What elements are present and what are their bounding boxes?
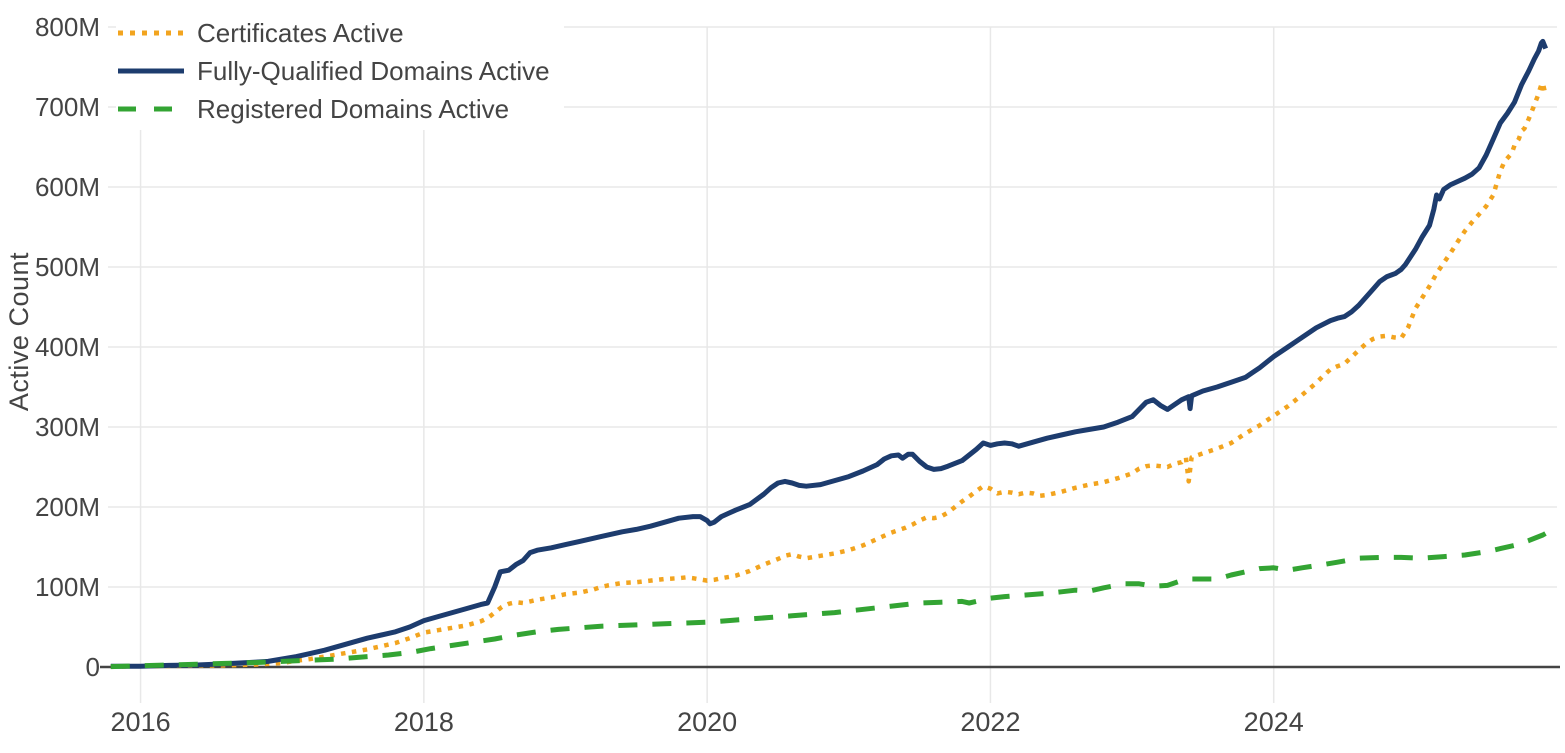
y-tick-label: 500M	[35, 252, 100, 282]
y-tick-label: 800M	[35, 12, 100, 42]
y-tick-label: 0	[86, 652, 100, 682]
y-tick-label: 100M	[35, 572, 100, 602]
y-axis-title: Active Count	[4, 252, 34, 412]
registered-domains-active-line-swatch-icon	[118, 106, 184, 112]
legend-label: Certificates Active	[197, 18, 404, 48]
x-tick-label: 2024	[1244, 707, 1304, 737]
x-tick-label: 2022	[960, 707, 1020, 737]
fqdn-active-line-swatch-icon	[118, 68, 184, 74]
certificates-active-line-swatch-icon	[118, 30, 184, 36]
legend-item-registered-domains-active[interactable]: Registered Domains Active	[118, 90, 550, 128]
y-tick-label: 600M	[35, 172, 100, 202]
y-tick-label: 300M	[35, 412, 100, 442]
y-tick-label: 400M	[35, 332, 100, 362]
x-tick-label: 2016	[111, 707, 171, 737]
legend-item-certificates-active[interactable]: Certificates Active	[118, 14, 550, 52]
y-tick-label: 200M	[35, 492, 100, 522]
y-tick-label: 700M	[35, 92, 100, 122]
chart-legend: Certificates Active Fully-Qualified Doma…	[116, 12, 564, 130]
series-line-registered-domains-active	[110, 530, 1549, 670]
series-line-fully-qualified-domains-active	[110, 38, 1549, 669]
legend-item-fully-qualified-domains-active[interactable]: Fully-Qualified Domains Active	[118, 52, 550, 90]
legend-label: Fully-Qualified Domains Active	[197, 56, 550, 86]
legend-label: Registered Domains Active	[197, 94, 510, 124]
series-line-certificates-active	[110, 80, 1548, 669]
x-tick-label: 2018	[394, 707, 454, 737]
x-tick-label: 2020	[677, 707, 737, 737]
